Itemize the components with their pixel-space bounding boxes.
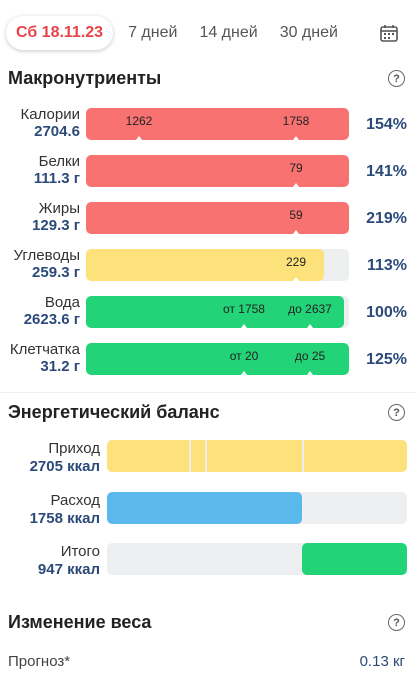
macro-marker-label: 1262 [125,114,153,128]
expense-bar [107,492,407,524]
macro-marker-label: от 20 [229,349,259,363]
macro-bar-fill [86,296,344,328]
total-bar [107,543,407,575]
macro-value: 129.3 г [32,217,80,234]
macro-marker-label: до 2637 [288,302,332,316]
weight-help-icon[interactable]: ? [388,614,405,631]
forecast-value: 0.13 кг [359,653,405,670]
macro-marker-label: 79 [289,161,303,175]
total-bar-fill [302,543,407,575]
macro-marker-label: до 25 [294,349,326,363]
macro-percent: 219% [366,210,407,227]
macro-marker-label: от 1758 [223,302,265,316]
divider [0,392,417,393]
macro-label-block: Калории 2704.6 [0,106,80,140]
macro-value: 2704.6 [34,123,80,140]
income-seg-2 [191,440,205,472]
macro-bar-fill [86,155,349,187]
macro-bar-fill [86,249,324,281]
macro-bar-fill [86,108,349,140]
calendar-icon[interactable] [379,23,399,43]
macro-marker-tick [136,136,142,140]
macro-label-block: Белки 111.3 г [0,153,80,187]
macro-name: Вода [44,294,80,311]
income-seg-3 [207,440,302,472]
macro-marker-tick [293,136,299,140]
macro-name: Жиры [38,200,80,217]
macro-value: 259.3 г [32,264,80,281]
macro-marker-tick [241,324,247,328]
macro-marker-tick [293,230,299,234]
period-tabs: Сб 18.11.23 7 дней 14 дней 30 дней [6,14,417,52]
macro-marker-label: 1758 [282,114,310,128]
macro-bar: 79 [86,155,349,187]
macro-row: Калории 2704.6 1262 1758 154% [0,106,417,146]
macro-marker-tick [307,324,313,328]
energy-title: Энергетический баланс [8,402,220,422]
income-value: 2705 ккал [29,458,100,475]
macro-marker-label: 229 [285,255,307,269]
income-seg-4 [304,440,407,472]
macro-bar: 1262 1758 [86,108,349,140]
macro-percent: 125% [366,351,407,368]
weight-title: Изменение веса [8,612,152,632]
tab-14-days[interactable]: 14 дней [199,24,258,41]
macro-percent: 154% [366,116,407,133]
macro-bar-fill [86,202,349,234]
macros-title: Макронутриенты [8,68,162,88]
macro-marker-tick [307,371,313,375]
income-bar [107,440,407,472]
macro-name: Углеводы [13,247,80,264]
macro-row: Клетчатка 31.2 г от 20 до 25 125% [0,341,417,381]
macros-help-icon[interactable]: ? [388,70,405,87]
macro-bar-fill [86,343,349,375]
macro-value: 31.2 г [40,358,80,375]
macro-bar: от 1758 до 2637 [86,296,349,328]
expense-bar-fill [107,492,302,524]
macro-bar: 59 [86,202,349,234]
expense-value: 1758 ккал [29,510,100,527]
macro-label-block: Углеводы 259.3 г [0,247,80,281]
tab-30-days[interactable]: 30 дней [279,24,338,41]
income-seg-1 [107,440,189,472]
macro-bar: 229 [86,249,349,281]
energy-income-row: Приход 2705 ккал [0,440,417,480]
total-value: 947 ккал [37,561,100,578]
macro-percent: 113% [366,257,407,274]
energy-total-row: Итого 947 ккал [0,543,417,583]
tab-date[interactable]: Сб 18.11.23 [6,16,114,50]
macro-marker-tick [241,371,247,375]
macro-marker-label: 59 [289,208,303,222]
macro-value: 111.3 г [33,170,80,187]
macro-label-block: Жиры 129.3 г [0,200,80,234]
macro-percent: 141% [366,163,407,180]
total-label: Итого [60,543,100,560]
energy-help-icon[interactable]: ? [388,404,405,421]
macro-row: Жиры 129.3 г 59 219% [0,200,417,240]
macro-row: Белки 111.3 г 79 141% [0,153,417,193]
macro-label-block: Вода 2623.6 г [0,294,80,328]
forecast-label: Прогноз* [8,653,71,670]
macro-label-block: Клетчатка 31.2 г [0,341,80,375]
macro-name: Калории [20,106,80,123]
macro-row: Углеводы 259.3 г 229 113% [0,247,417,287]
tab-7-days[interactable]: 7 дней [128,24,178,41]
expense-label: Расход [50,492,100,509]
macro-name: Белки [38,153,80,170]
macro-marker-tick [293,183,299,187]
macro-row: Вода 2623.6 г от 1758 до 2637 100% [0,294,417,334]
energy-expense-row: Расход 1758 ккал [0,492,417,532]
income-label: Приход [48,440,100,457]
macro-bar: от 20 до 25 [86,343,349,375]
macro-percent: 100% [366,304,407,321]
macro-value: 2623.6 г [23,311,80,328]
macro-marker-tick [293,277,299,281]
macro-name: Клетчатка [9,341,80,358]
